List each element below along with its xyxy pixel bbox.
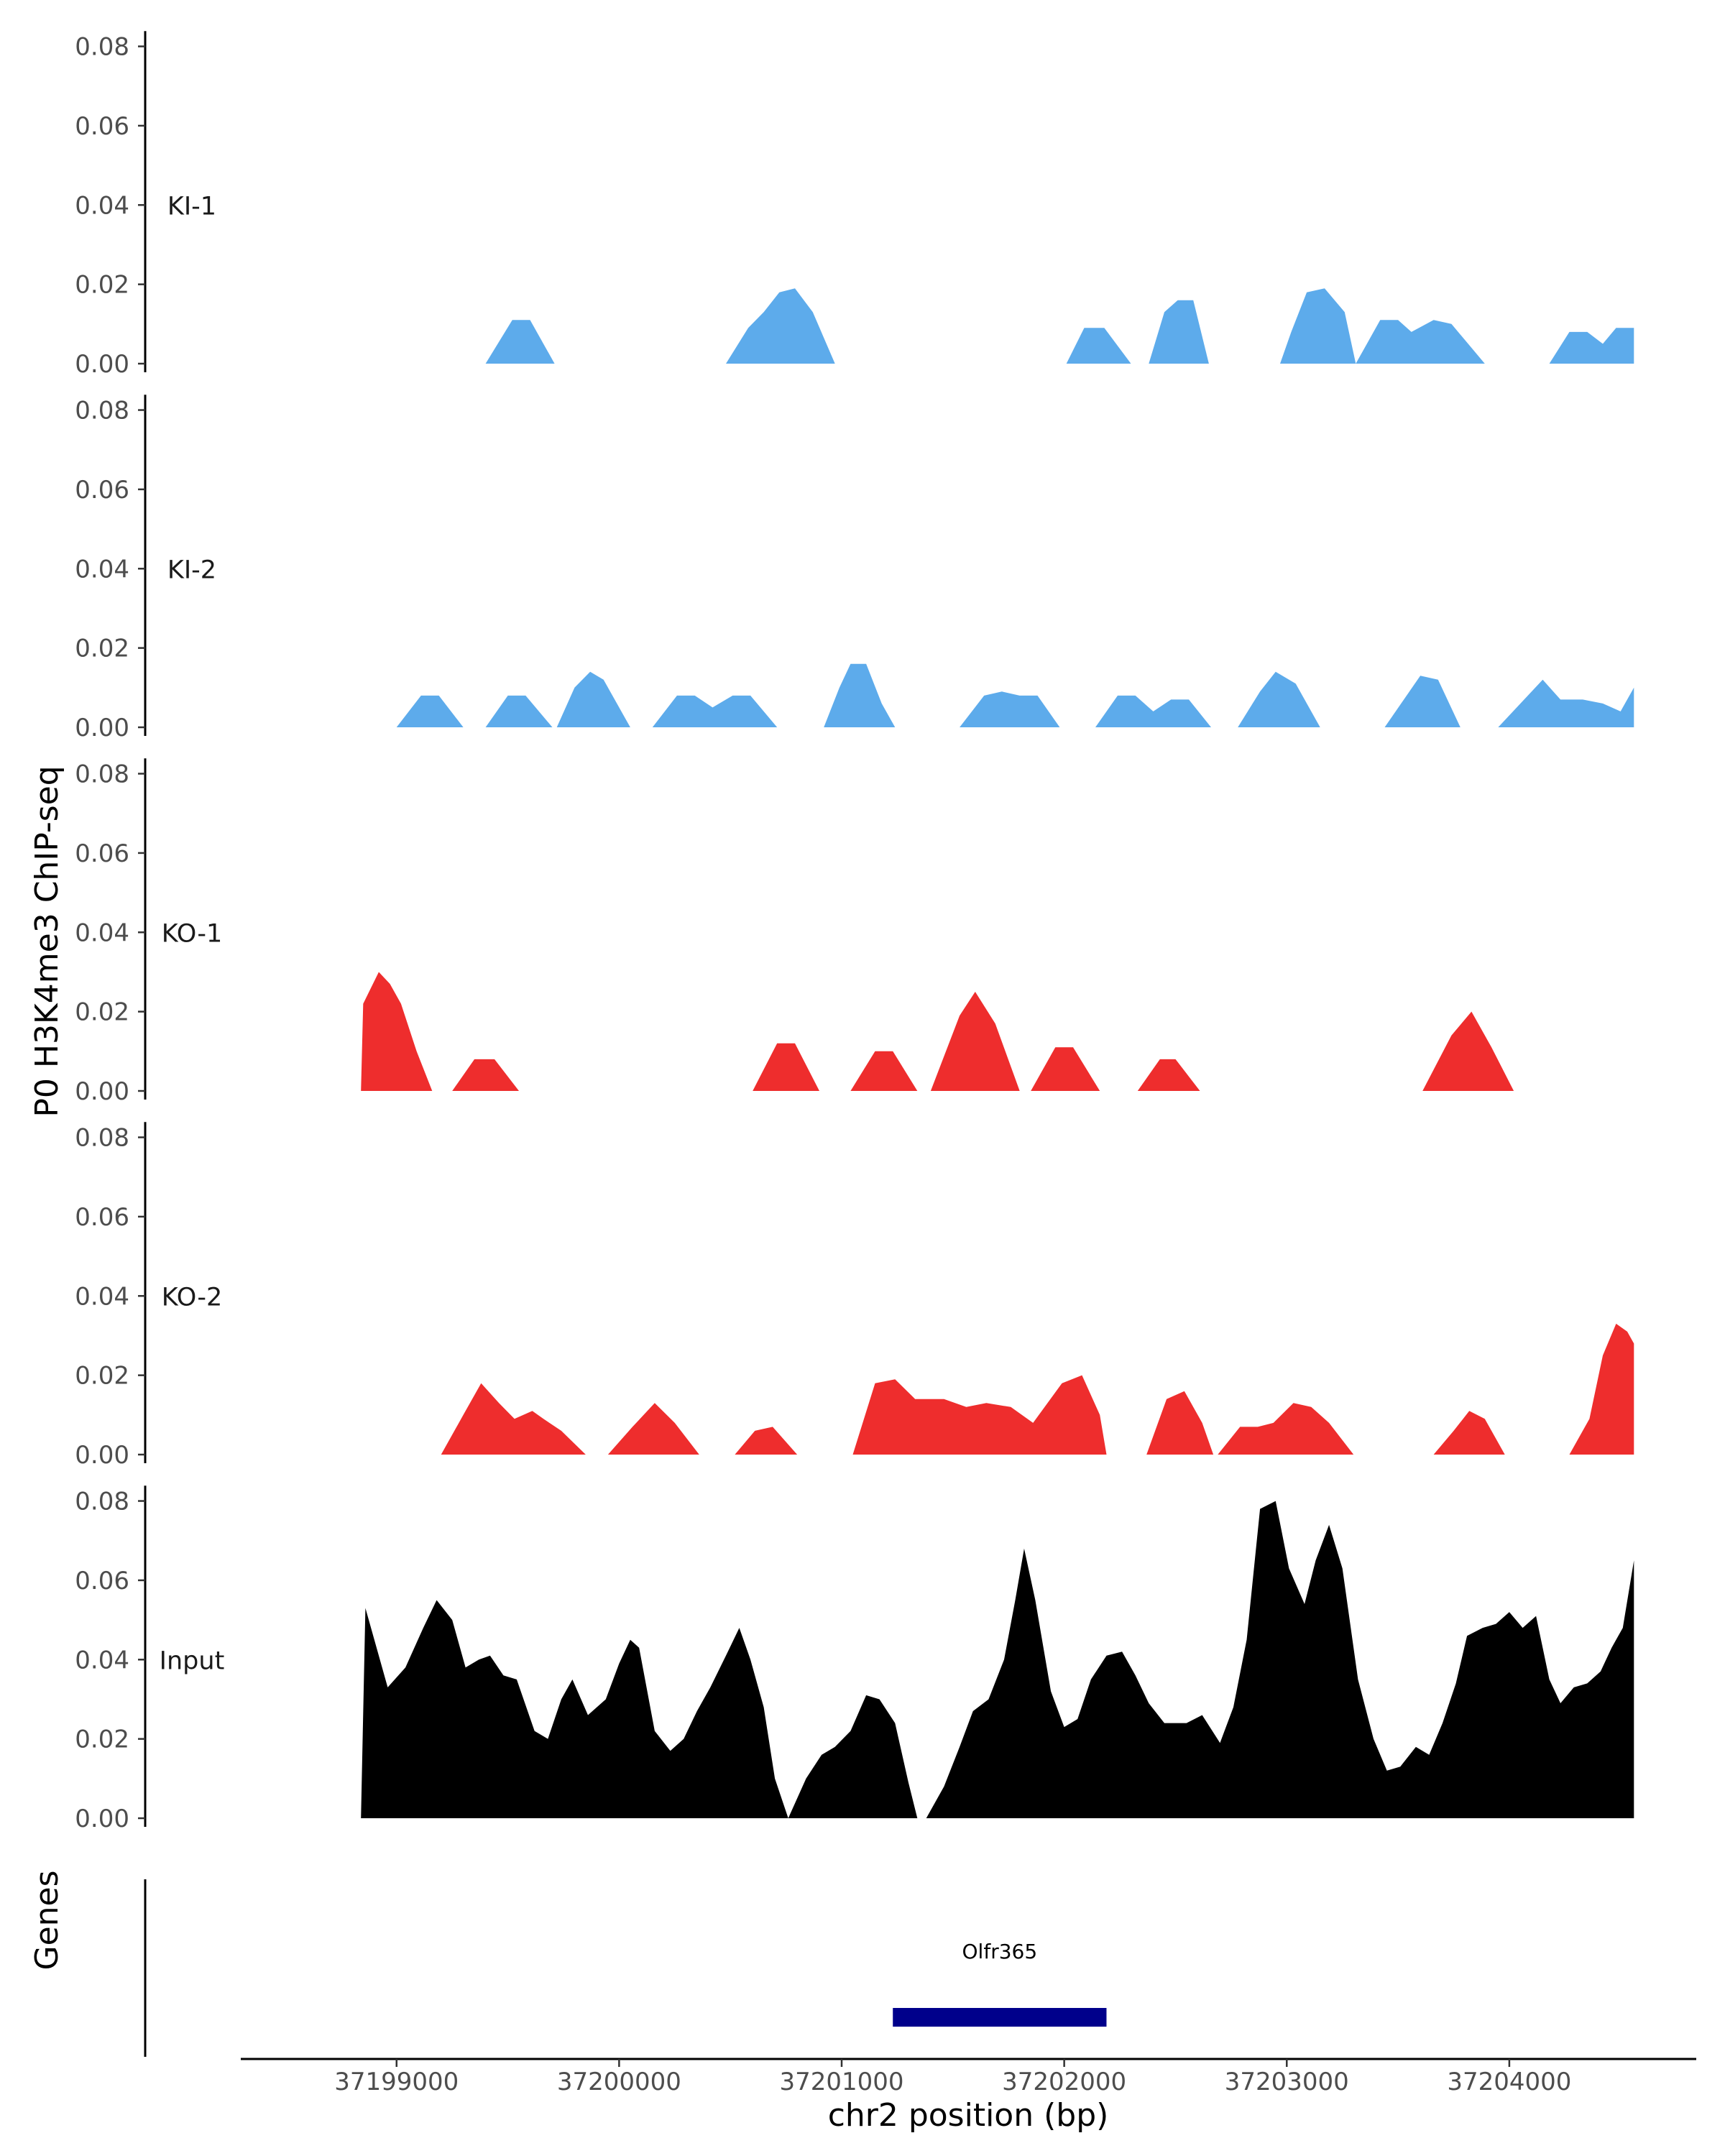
y-tick-label: 0.06 <box>75 1203 129 1232</box>
y-tick-label: 0.00 <box>75 350 129 379</box>
track-ko-1: 0.00 0.02 0.04 0.06 0.08 KO-1 <box>75 758 1514 1106</box>
x-tick-label: 37204000 <box>1447 2068 1571 2096</box>
coverage-area <box>753 1043 819 1091</box>
gene-olfr365: Olfr365 <box>893 1940 1107 2027</box>
coverage-area <box>1149 300 1209 364</box>
gene-track: Olfr365 <box>144 1879 1107 2057</box>
y-tick-label: 0.04 <box>75 1282 129 1311</box>
coverage-area <box>1280 288 1356 364</box>
track-ki-2: 0.00 0.02 0.04 0.06 0.08 KI-2 <box>75 395 1634 742</box>
y-tick-label: 0.06 <box>75 839 129 868</box>
coverage-area <box>1422 1011 1514 1091</box>
coverage-area <box>1137 1059 1200 1091</box>
coverage-area <box>361 972 433 1091</box>
y-tick-label: 0.00 <box>75 1441 129 1470</box>
track-ko-2: 0.00 0.02 0.04 0.06 0.08 KO-2 <box>75 1122 1634 1470</box>
y-tick-label: 0.00 <box>75 1077 129 1106</box>
y-tick-label: 0.02 <box>75 998 129 1027</box>
tracks-layer: 0.00 0.02 0.04 0.06 0.08 KI-1 0.00 0.02 0.04 0.06… <box>75 31 1634 1833</box>
track-label: KI-1 <box>167 192 216 221</box>
coverage-area <box>1066 328 1131 364</box>
track-label: KI-2 <box>167 556 216 584</box>
coverage-area <box>607 1403 699 1455</box>
coverage-area <box>1384 676 1460 727</box>
gene-label: Olfr365 <box>962 1940 1038 1963</box>
coverage-area <box>652 695 778 727</box>
coverage-area <box>735 1427 798 1455</box>
coverage-area <box>1498 679 1634 727</box>
y-tick-label: 0.00 <box>75 1805 129 1833</box>
y-tick-label: 0.08 <box>75 1124 129 1153</box>
y-tick-label: 0.02 <box>75 1726 129 1754</box>
coverage-area <box>960 691 1060 727</box>
track-label: KO-2 <box>162 1283 222 1312</box>
coverage-area <box>1549 328 1634 364</box>
coverage-area <box>452 1059 519 1091</box>
coverage-area <box>441 1383 586 1455</box>
coverage-area <box>852 1375 1107 1455</box>
y-tick-label: 0.08 <box>75 1488 129 1516</box>
y-tick-label: 0.02 <box>75 271 129 300</box>
strand-arrow-icon <box>901 2010 910 2024</box>
coverage-area <box>1031 1047 1100 1091</box>
strand-arrow-icon <box>898 2010 907 2024</box>
coverage-area <box>926 1501 1634 1818</box>
y-axis-title-text: P0 H3K4me3 ChIP-seq <box>29 765 65 1117</box>
track-input: 0.00 0.02 0.04 0.06 0.08 Input <box>75 1485 1634 1833</box>
y-tick-label: 0.04 <box>75 918 129 947</box>
y-tick-label: 0.08 <box>75 760 129 789</box>
coverage-area <box>485 320 555 364</box>
coverage-area <box>1218 1403 1354 1455</box>
y-tick-label: 0.06 <box>75 476 129 505</box>
track-label: Input <box>160 1646 225 1675</box>
y-tick-label: 0.02 <box>75 635 129 663</box>
coverage-area <box>556 671 630 727</box>
x-tick-label: 37202000 <box>1002 2068 1126 2096</box>
coverage-area <box>1146 1391 1214 1455</box>
x-tick-label: 37199000 <box>334 2068 459 2096</box>
coverage-area <box>824 663 896 727</box>
coverage-area <box>726 288 835 364</box>
y-tick-label: 0.06 <box>75 112 129 141</box>
y-tick-label: 0.08 <box>75 397 129 425</box>
coverage-area <box>396 695 464 727</box>
coverage-area <box>850 1051 918 1091</box>
y-tick-label: 0.02 <box>75 1362 129 1391</box>
x-tick-label: 37203000 <box>1225 2068 1349 2096</box>
coverage-area <box>788 1695 918 1818</box>
x-axis-title: chr2 position (bp) <box>828 2097 1109 2134</box>
y-tick-label: 0.08 <box>75 33 129 62</box>
y-tick-label: 0.06 <box>75 1567 129 1595</box>
coverage-area <box>1433 1411 1505 1455</box>
coverage-area <box>1356 320 1485 364</box>
gene-body <box>893 2008 1107 2027</box>
genes-axis-title: Genes <box>29 1870 65 1970</box>
x-axis: 37199000 37200000 37201000 37202000 37203000… <box>241 2058 1696 2096</box>
track-label: KO-1 <box>162 919 222 948</box>
coverage-area <box>1095 695 1211 727</box>
y-tick-label: 0.04 <box>75 1646 129 1674</box>
x-tick-label: 37201000 <box>779 2068 903 2096</box>
y-axis-title: P0 H3K4me3 ChIP-seq <box>29 765 65 1117</box>
x-tick-label: 37200000 <box>557 2068 681 2096</box>
coverage-area <box>485 695 553 727</box>
y-tick-label: 0.04 <box>75 191 129 220</box>
coverage-area <box>930 992 1020 1091</box>
y-tick-label: 0.04 <box>75 555 129 584</box>
coverage-area <box>361 1600 788 1818</box>
coverage-area <box>1238 671 1320 727</box>
y-tick-label: 0.00 <box>75 714 129 742</box>
track-ki-1: 0.00 0.02 0.04 0.06 0.08 KI-1 <box>75 31 1634 379</box>
coverage-area <box>1569 1323 1634 1455</box>
